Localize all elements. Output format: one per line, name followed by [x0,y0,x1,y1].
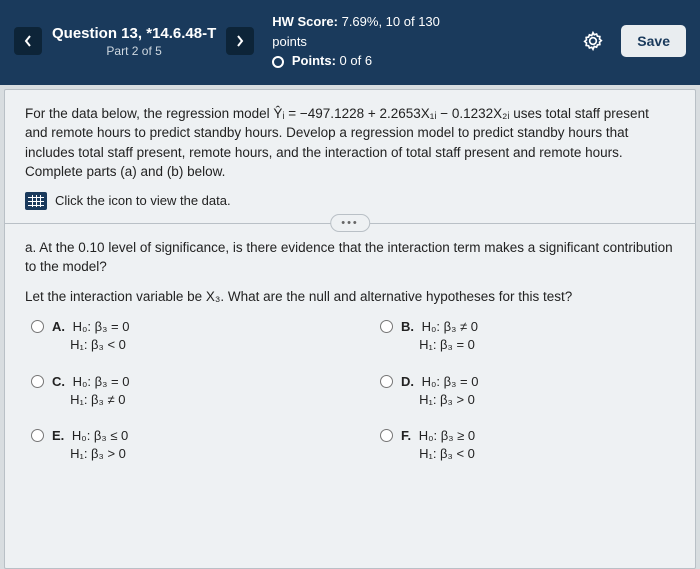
option-c[interactable]: C. H₀: β₃ = 0 H₁: β₃ ≠ 0 [31,373,320,409]
option-c-radio[interactable] [31,375,44,388]
part-a-text: a. At the 0.10 level of significance, is… [25,238,675,277]
option-letter: E. [52,428,64,443]
option-h0: H₀: β₃ = 0 [73,319,130,334]
option-e-radio[interactable] [31,429,44,442]
option-b-radio[interactable] [380,320,393,333]
hw-score-value: 7.69%, 10 of 130 [342,14,440,29]
option-letter: D. [401,374,414,389]
chevron-left-icon [23,35,33,47]
option-letter: F. [401,428,411,443]
sub-question-text: Let the interaction variable be X₃. What… [25,287,675,307]
question-title-block: Question 13, *14.6.48-T Part 2 of 5 [52,25,216,58]
points-label: Points: [292,53,336,68]
points-value: 0 of 6 [340,53,373,68]
option-h1: H₁: β₃ = 0 [419,337,475,352]
intro-text: For the data below, the regression model… [25,104,675,182]
option-h0: H₀: β₃ ≥ 0 [419,428,475,443]
question-title: Question 13, *14.6.48-T [52,25,216,42]
option-e[interactable]: E. H₀: β₃ ≤ 0 H₁: β₃ > 0 [31,427,320,463]
option-h0: H₀: β₃ ≠ 0 [422,319,478,334]
option-b[interactable]: B. H₀: β₃ ≠ 0 H₁: β₃ = 0 [380,318,669,354]
hw-score-label: HW Score: [272,14,338,29]
option-h1: H₁: β₃ < 0 [419,446,475,461]
table-icon [25,192,47,210]
option-h1: H₁: β₃ ≠ 0 [70,392,125,407]
option-a-radio[interactable] [31,320,44,333]
option-h0: H₀: β₃ = 0 [73,374,130,389]
option-d-radio[interactable] [380,375,393,388]
option-a[interactable]: A. H₀: β₃ = 0 H₁: β₃ < 0 [31,318,320,354]
save-button[interactable]: Save [621,25,686,57]
option-letter: A. [52,319,65,334]
question-header: Question 13, *14.6.48-T Part 2 of 5 HW S… [0,0,700,85]
option-h0: H₀: β₃ ≤ 0 [72,428,128,443]
option-d[interactable]: D. H₀: β₃ = 0 H₁: β₃ > 0 [380,373,669,409]
view-data-text: Click the icon to view the data. [55,192,231,211]
question-part: Part 2 of 5 [52,44,216,58]
option-h1: H₁: β₃ > 0 [70,446,126,461]
next-question-button[interactable] [226,27,254,55]
header-right-controls: Save [583,25,686,57]
ellipsis-pill[interactable]: ••• [330,214,370,232]
gear-icon[interactable] [583,31,603,51]
option-h1: H₁: β₃ > 0 [419,392,475,407]
prev-question-button[interactable] [14,27,42,55]
chevron-right-icon [235,35,245,47]
points-unit: points [272,32,440,52]
options-grid: A. H₀: β₃ = 0 H₁: β₃ < 0 B. H₀: β₃ ≠ 0 H… [25,318,675,463]
question-content: For the data below, the regression model… [4,89,696,569]
option-f-radio[interactable] [380,429,393,442]
option-letter: C. [52,374,65,389]
view-data-row[interactable]: Click the icon to view the data. [25,192,675,211]
points-circle-icon [272,56,284,68]
option-h1: H₁: β₃ < 0 [70,337,126,352]
option-letter: B. [401,319,414,334]
option-f[interactable]: F. H₀: β₃ ≥ 0 H₁: β₃ < 0 [380,427,669,463]
option-h0: H₀: β₃ = 0 [422,374,479,389]
score-block: HW Score: 7.69%, 10 of 130 points Points… [272,12,440,71]
